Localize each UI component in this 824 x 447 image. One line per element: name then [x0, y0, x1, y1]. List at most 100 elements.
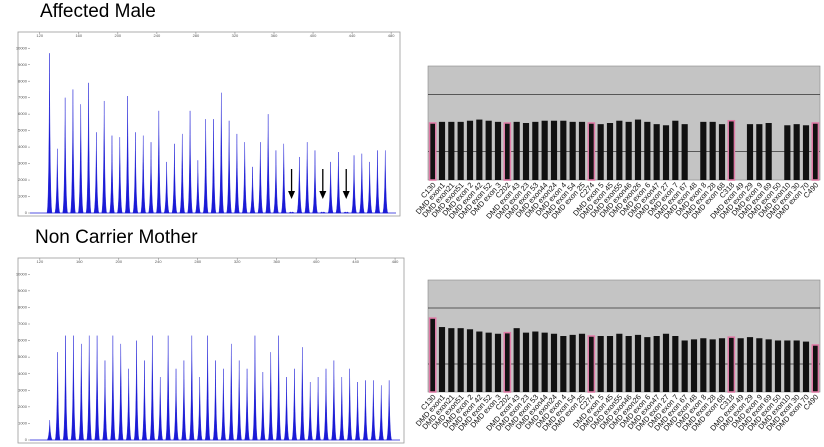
bar — [513, 328, 520, 392]
peak — [299, 347, 306, 441]
peak — [267, 352, 274, 441]
bar — [746, 124, 754, 180]
bar — [634, 119, 642, 180]
peak — [186, 110, 194, 214]
bar — [522, 123, 530, 180]
bar — [672, 120, 679, 180]
x-tick-label: 440 — [349, 33, 356, 38]
bar — [662, 333, 670, 392]
bar — [494, 121, 502, 180]
plot-frame — [17, 257, 405, 444]
peak — [283, 377, 290, 441]
y-tick-label: 5000 — [18, 354, 28, 359]
x-tick-label: 120 — [36, 33, 43, 38]
x-tick-label: 480 — [392, 259, 399, 264]
y-tick-label: 3000 — [18, 161, 28, 166]
bar — [746, 337, 754, 392]
bar — [457, 328, 464, 392]
peak — [93, 132, 100, 214]
bar — [448, 328, 455, 392]
peak — [196, 377, 203, 441]
bar — [634, 334, 642, 392]
peak — [243, 368, 251, 441]
bar — [428, 122, 437, 181]
peak — [366, 161, 373, 214]
bar — [756, 124, 763, 180]
y-tick-label: 8000 — [18, 304, 28, 309]
bar — [653, 336, 660, 392]
bar — [718, 338, 726, 392]
bar — [681, 124, 688, 180]
arrow-head — [288, 191, 296, 199]
bar — [765, 123, 772, 180]
bar — [616, 333, 623, 392]
y-tick-label: 4000 — [18, 144, 28, 149]
peak — [46, 420, 53, 441]
bar — [503, 122, 512, 181]
peak — [354, 381, 361, 441]
bar — [709, 121, 716, 180]
bar — [690, 339, 698, 392]
peak — [350, 155, 358, 214]
x-tick-label: 240 — [155, 259, 162, 264]
bar — [606, 123, 614, 180]
peak — [272, 150, 280, 214]
peak — [304, 142, 311, 214]
peak — [46, 53, 53, 214]
x-tick-label: 280 — [193, 33, 200, 38]
peak — [315, 377, 322, 441]
bar — [653, 124, 660, 180]
peak — [249, 166, 256, 214]
x-tick-label: 440 — [352, 259, 359, 264]
bar — [522, 332, 530, 392]
peak — [101, 100, 108, 214]
bar — [700, 121, 707, 180]
peak — [179, 133, 186, 214]
peak — [180, 360, 187, 441]
y-tick-label: 0 — [25, 437, 28, 442]
peak — [236, 360, 243, 441]
y-tick-label: 1000 — [18, 420, 28, 425]
peak — [204, 335, 211, 441]
y-tick-label: 7000 — [18, 321, 28, 326]
y-tick-label: 8000 — [18, 78, 28, 83]
bar — [587, 335, 596, 393]
peak — [241, 142, 248, 214]
peak — [338, 377, 345, 441]
bar — [428, 317, 437, 393]
bar — [532, 331, 539, 392]
y-tick-label: 1000 — [18, 194, 28, 199]
peak — [327, 161, 334, 214]
peak — [296, 156, 303, 214]
peak — [358, 153, 365, 214]
peak — [251, 335, 259, 441]
x-tick-label: 120 — [37, 259, 44, 264]
panel-title: Non Carrier Mother — [35, 227, 198, 248]
peak — [343, 211, 350, 214]
peak — [228, 343, 235, 441]
bar — [550, 333, 558, 392]
peak — [54, 148, 61, 214]
y-tick-label: 6000 — [18, 338, 28, 343]
bar — [774, 340, 782, 392]
peak — [212, 360, 219, 441]
y-tick-label: 10000 — [16, 271, 28, 276]
bar — [784, 125, 791, 180]
peak — [378, 385, 385, 441]
peak — [163, 161, 170, 214]
bar — [578, 121, 586, 180]
bar — [560, 120, 567, 180]
bar — [681, 340, 688, 392]
bar — [466, 120, 474, 180]
y-tick-label: 7000 — [18, 95, 28, 100]
peak — [62, 97, 69, 214]
peak — [101, 360, 109, 441]
bar — [569, 334, 576, 392]
peak — [140, 135, 147, 214]
bar — [802, 125, 810, 180]
peak — [319, 211, 326, 214]
bar — [644, 337, 651, 392]
peak — [220, 368, 227, 441]
bar — [494, 333, 502, 392]
bar — [625, 336, 632, 392]
